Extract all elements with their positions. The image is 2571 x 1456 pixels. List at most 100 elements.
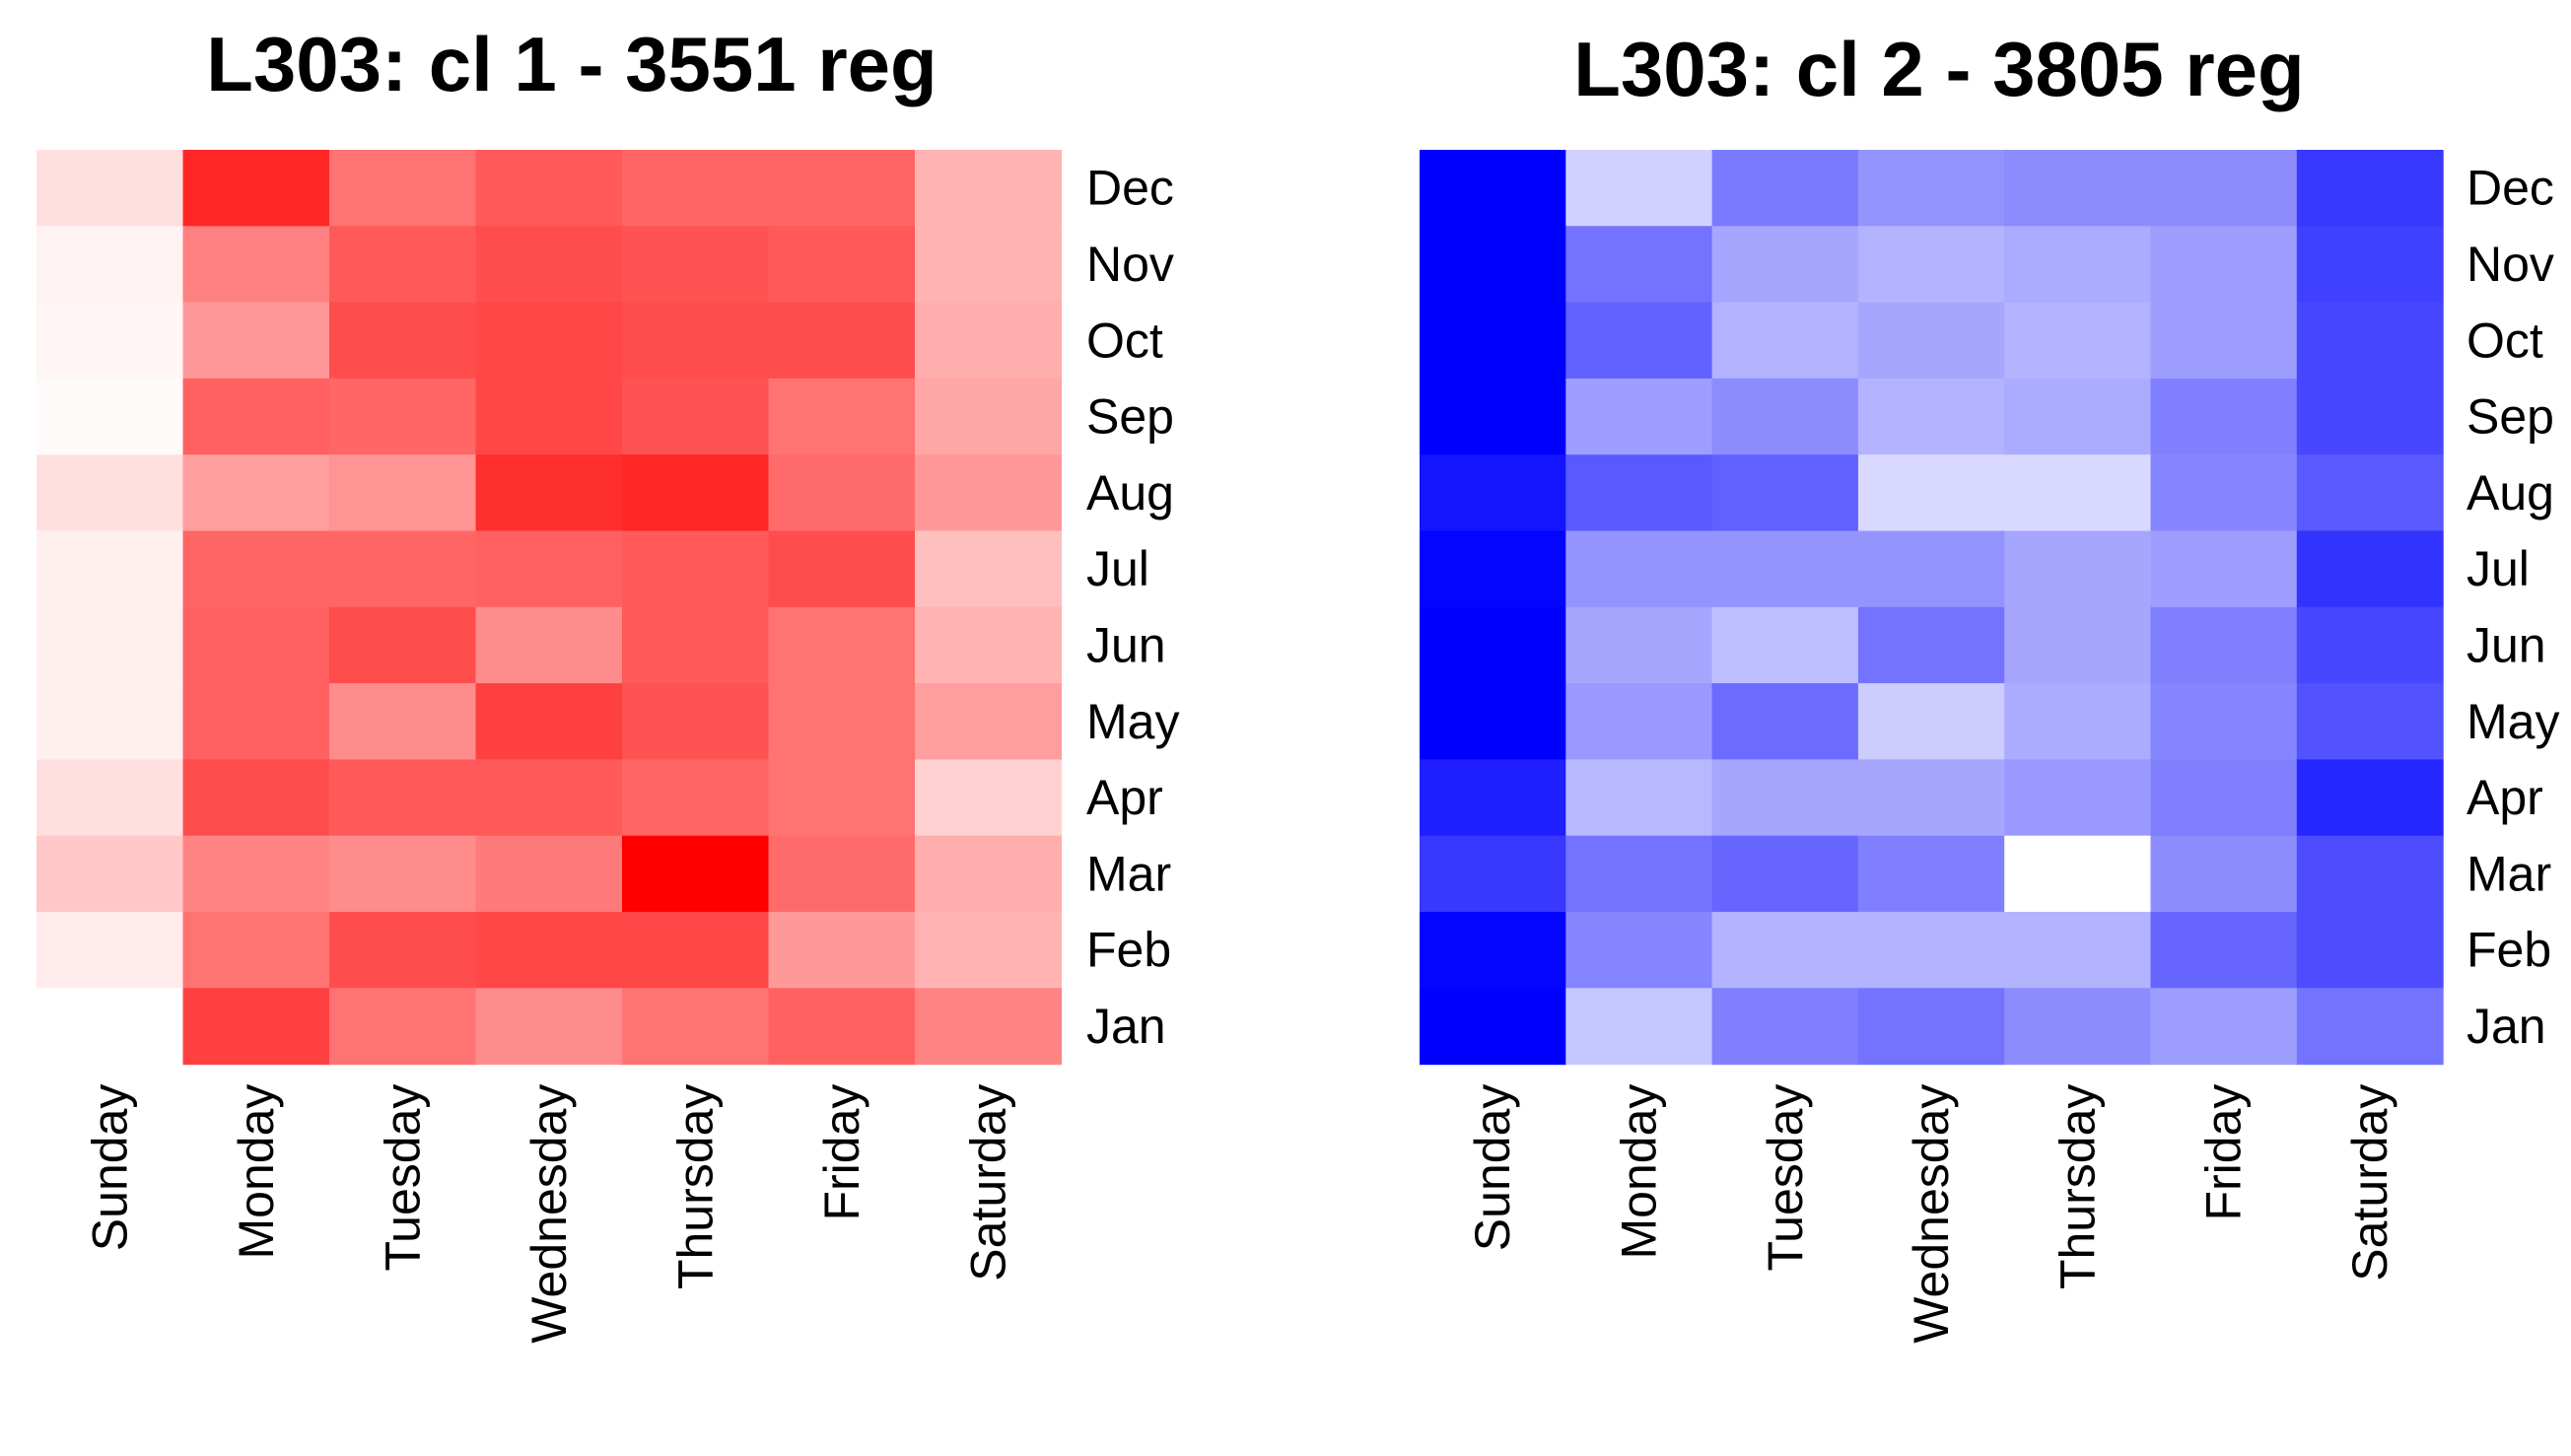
heatmap-cell-dec-friday	[768, 150, 916, 227]
month-label-jun: Jun	[1086, 617, 1166, 672]
month-label-jul: Jul	[1086, 541, 1149, 596]
heatmap-cell-may-monday	[1565, 683, 1713, 760]
heatmap-cell-jul-saturday	[2296, 530, 2444, 608]
heatmap-cell-jun-wednesday	[475, 606, 623, 684]
heatmap-cell-feb-thursday	[622, 912, 770, 989]
heatmap-cell-feb-wednesday	[1857, 912, 2005, 989]
month-label-apr: Apr	[1086, 770, 1163, 825]
heatmap-cell-aug-sunday	[1420, 454, 1566, 532]
heatmap-cell-nov-friday	[2150, 226, 2298, 304]
heatmap-cell-oct-wednesday	[475, 302, 623, 380]
heatmap-cell-jan-friday	[2150, 988, 2298, 1066]
heatmap-cell-nov-sunday	[1420, 226, 1566, 304]
heatmap-cell-dec-wednesday	[1857, 150, 2005, 227]
heatmap-cell-may-saturday	[2296, 683, 2444, 760]
heatmap-cell-nov-tuesday	[329, 226, 477, 304]
heatmap-cell-jun-saturday	[915, 606, 1063, 684]
heatmap-cell-jun-saturday	[2296, 606, 2444, 684]
heatmap-cell-mar-friday	[2150, 835, 2298, 913]
month-label-may: May	[2467, 694, 2559, 749]
heatmap-cell-may-tuesday	[1711, 683, 1859, 760]
heatmap-cell-apr-thursday	[2004, 759, 2152, 837]
heatmap-cell-aug-tuesday	[1711, 454, 1859, 532]
heatmap-cell-sep-friday	[2150, 378, 2298, 455]
heatmap-cell-oct-wednesday	[1857, 302, 2005, 380]
day-label-sunday: Sunday	[82, 1084, 137, 1252]
heatmap-cell-nov-sunday	[36, 226, 184, 304]
heatmap-cell-mar-monday	[1565, 835, 1713, 913]
heatmap-cell-jan-saturday	[915, 988, 1063, 1066]
heatmap-cell-mar-friday	[768, 835, 916, 913]
heatmap-cell-jan-sunday	[1420, 988, 1566, 1066]
month-label-dec: Dec	[1086, 161, 1174, 216]
heatmap-cell-dec-wednesday	[475, 150, 623, 227]
heatmap-cell-dec-sunday	[36, 150, 184, 227]
heatmap-cell-oct-sunday	[1420, 302, 1566, 380]
heatmap-cell-nov-saturday	[915, 226, 1063, 304]
heatmap-cell-feb-saturday	[915, 912, 1063, 989]
heatmap-cell-jan-wednesday	[475, 988, 623, 1066]
heatmap-cell-nov-saturday	[2296, 226, 2444, 304]
heatmap-cell-dec-thursday	[622, 150, 770, 227]
heatmap-cell-sep-saturday	[915, 378, 1063, 455]
heatmap-cell-jun-monday	[1565, 606, 1713, 684]
month-label-jun: Jun	[2467, 617, 2546, 672]
heatmap-cell-jun-monday	[182, 606, 330, 684]
heatmap-cell-oct-monday	[1565, 302, 1713, 380]
day-label-wednesday: Wednesday	[1904, 1084, 1959, 1344]
heatmap-cell-aug-thursday	[2004, 454, 2152, 532]
heatmap-cell-mar-sunday	[36, 835, 184, 913]
heatmap-cell-mar-saturday	[915, 835, 1063, 913]
heatmap-cell-oct-thursday	[2004, 302, 2152, 380]
month-label-nov: Nov	[1086, 237, 1174, 292]
heatmap-cell-sep-saturday	[2296, 378, 2444, 455]
heatmap-cell-feb-tuesday	[1711, 912, 1859, 989]
heatmap-cell-feb-saturday	[2296, 912, 2444, 989]
heatmap-cell-apr-wednesday	[475, 759, 623, 837]
heatmap-cell-feb-friday	[2150, 912, 2298, 989]
heatmap-cell-dec-thursday	[2004, 150, 2152, 227]
heatmap-cell-oct-tuesday	[329, 302, 477, 380]
heatmap-cell-may-tuesday	[329, 683, 477, 760]
heatmap-cell-mar-monday	[182, 835, 330, 913]
chart-title: L303: cl 2 - 3805 reg	[1573, 26, 2304, 112]
month-label-may: May	[1086, 694, 1179, 749]
heatmap-cell-mar-wednesday	[1857, 835, 2005, 913]
heatmap-cell-aug-friday	[2150, 454, 2298, 532]
heatmap-cell-jan-monday	[182, 988, 330, 1066]
heatmap-cell-oct-friday	[768, 302, 916, 380]
heatmap-cell-feb-wednesday	[475, 912, 623, 989]
month-label-aug: Aug	[2467, 465, 2554, 520]
heatmap-cell-sep-sunday	[1420, 378, 1566, 455]
heatmap-cell-nov-monday	[1565, 226, 1713, 304]
heatmap-cell-sep-tuesday	[1711, 378, 1859, 455]
heatmap-cell-jun-tuesday	[1711, 606, 1859, 684]
heatmap-cell-aug-friday	[768, 454, 916, 532]
heatmap-cell-oct-saturday	[2296, 302, 2444, 380]
day-label-sunday: Sunday	[1465, 1084, 1520, 1252]
month-label-apr: Apr	[2467, 770, 2543, 825]
month-label-feb: Feb	[1086, 923, 1171, 978]
month-label-sep: Sep	[2467, 389, 2554, 445]
heatmap-cell-oct-thursday	[622, 302, 770, 380]
heatmap-cell-dec-sunday	[1420, 150, 1566, 227]
heatmap-cell-jan-monday	[1565, 988, 1713, 1066]
heatmap-cell-feb-tuesday	[329, 912, 477, 989]
heatmap-cell-dec-saturday	[2296, 150, 2444, 227]
month-label-oct: Oct	[2467, 312, 2543, 368]
day-label-monday: Monday	[1611, 1084, 1666, 1260]
heatmap-cell-feb-monday	[182, 912, 330, 989]
heatmap-cell-jun-wednesday	[1857, 606, 2005, 684]
heatmap-cell-apr-monday	[182, 759, 330, 837]
heatmap-cell-nov-wednesday	[475, 226, 623, 304]
heatmap-cell-jul-tuesday	[1711, 530, 1859, 608]
heatmap-cell-aug-monday	[1565, 454, 1713, 532]
heatmap-cell-jul-sunday	[36, 530, 184, 608]
heatmap-cell-nov-wednesday	[1857, 226, 2005, 304]
heatmap-cell-sep-wednesday	[475, 378, 623, 455]
month-label-jan: Jan	[1086, 999, 1166, 1054]
heatmap-cell-aug-thursday	[622, 454, 770, 532]
heatmap-cell-jun-thursday	[622, 606, 770, 684]
heatmap-cell-sep-sunday	[36, 378, 184, 455]
